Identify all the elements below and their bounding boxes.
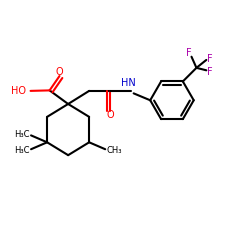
Text: O: O: [106, 110, 114, 120]
Text: F: F: [186, 48, 192, 58]
Text: O: O: [56, 66, 63, 76]
Text: H₃C: H₃C: [14, 130, 30, 139]
Text: HO: HO: [11, 86, 26, 96]
Text: H₃C: H₃C: [14, 146, 30, 155]
Text: F: F: [207, 54, 212, 64]
Text: F: F: [207, 66, 212, 76]
Text: HN: HN: [121, 78, 136, 88]
Text: CH₃: CH₃: [106, 146, 122, 155]
